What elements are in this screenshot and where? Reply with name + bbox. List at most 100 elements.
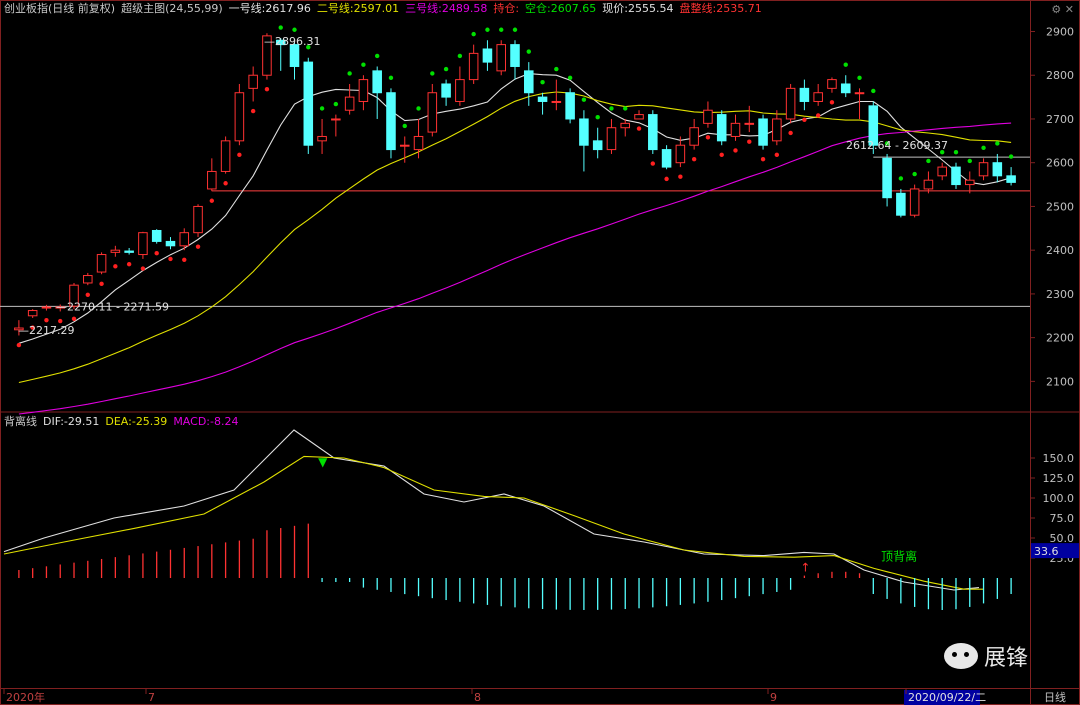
x-tick-label: 9 [770, 691, 777, 704]
candle-up [358, 79, 369, 102]
sar-dot [581, 97, 587, 102]
sar-dot [113, 264, 118, 269]
range-annotation-2: 2612.64 - 2609.37 [846, 139, 948, 152]
line3-label: 三号线:2489.58 [405, 2, 488, 15]
candle-up [909, 188, 920, 216]
sar-dot [678, 174, 683, 179]
candle-up [96, 254, 107, 273]
candle-down [303, 61, 314, 146]
dea-label: DEA:-25.39 [105, 415, 168, 428]
y-tick-label: 2400 [1046, 244, 1074, 257]
candle-down [165, 240, 176, 247]
sar-dot [815, 113, 821, 118]
sar-dot [1008, 154, 1014, 159]
settings-icon[interactable]: ⚙ [1051, 3, 1062, 16]
sar-dot [843, 62, 848, 67]
candle-down [124, 250, 134, 253]
sar-dot [140, 266, 146, 271]
candle-down [951, 166, 961, 186]
y-tick-label: 2300 [1046, 288, 1074, 301]
divergence-label: 顶背离 [881, 548, 917, 563]
line2-path [18, 91, 1012, 384]
sar-dot [99, 281, 104, 287]
candle-up [675, 144, 686, 164]
macd-y-tick-label: 75.0 [1050, 512, 1075, 525]
close-icon[interactable]: ✕ [1064, 3, 1074, 16]
sar-dot [719, 152, 724, 158]
candle-up [193, 205, 203, 234]
indicator-name[interactable]: 超级主图(24,55,99) [121, 2, 223, 15]
sar-dot [126, 261, 132, 267]
candle-up [207, 170, 217, 190]
sar-dot [278, 25, 283, 30]
candle-up [937, 166, 947, 177]
sar-dot [967, 158, 972, 164]
date-cursor-box [904, 690, 980, 705]
sar-dot [995, 141, 1000, 146]
candle-up [234, 92, 245, 142]
candle-down [441, 83, 451, 98]
macd-y-tick-label: 50.0 [1050, 532, 1075, 545]
sar-dot [347, 71, 352, 76]
sar-dot [388, 75, 394, 81]
cost-label: 盘整线:2535.71 [679, 2, 762, 15]
candle-up [317, 135, 327, 142]
sar-dot [250, 108, 256, 114]
sar-dot [71, 316, 77, 322]
sar-dot [374, 53, 380, 59]
macd-y-tick-label: 125.0 [1043, 472, 1075, 485]
sar-dot [871, 88, 876, 94]
sar-dot [664, 176, 669, 182]
sar-dot [264, 87, 270, 92]
candle-down [386, 92, 396, 151]
sar-dot [30, 325, 35, 330]
high-annotation: —2896.31 [264, 35, 321, 48]
sar-dot [223, 181, 228, 186]
line2-label: 二号线:2597.01 [316, 2, 400, 15]
sar-dot [788, 130, 793, 136]
candle-up [14, 327, 24, 331]
sar-dot [953, 150, 959, 155]
sar-dot [443, 66, 449, 72]
sar-dot [209, 198, 215, 203]
macd-label: MACD:-8.24 [173, 415, 239, 428]
sar-dot [430, 71, 435, 76]
candle-up [772, 118, 782, 142]
candle-up [964, 179, 975, 186]
sar-dot [802, 117, 807, 123]
y-tick-label: 2900 [1046, 25, 1074, 38]
candle-down [592, 140, 603, 151]
dif-label: DIF:-29.51 [43, 415, 100, 428]
sar-dot [402, 123, 407, 129]
candle-down [882, 157, 892, 199]
sar-dot [499, 27, 504, 32]
candle-down [510, 44, 520, 67]
sar-dot [471, 31, 476, 37]
candle-up [923, 179, 934, 190]
sar-dot [705, 135, 711, 140]
candle-up [413, 135, 424, 151]
sar-dot [319, 106, 325, 111]
sar-dot [912, 171, 917, 177]
sar-dot [44, 317, 49, 323]
hold-label: 持仓: [493, 2, 520, 15]
candle-down [661, 149, 672, 168]
candle-up [179, 232, 190, 247]
candle-up [827, 79, 837, 89]
candle-down [151, 229, 162, 242]
candle-down [868, 105, 879, 146]
sar-dot [333, 101, 339, 107]
candle-up [854, 92, 865, 95]
candle-up [248, 74, 258, 89]
candle-down [992, 162, 1003, 177]
sub-name: 背离线 [4, 415, 37, 428]
candle-down [372, 70, 382, 94]
low-annotation: —2217.29 [18, 324, 75, 337]
line1-label: 一号线:2617.96 [228, 2, 311, 15]
candle-down [840, 83, 851, 94]
window-controls[interactable]: ⚙ ✕ [1051, 3, 1074, 16]
candle-up [813, 92, 823, 102]
candle-up [703, 109, 713, 124]
candle-up [689, 127, 699, 146]
